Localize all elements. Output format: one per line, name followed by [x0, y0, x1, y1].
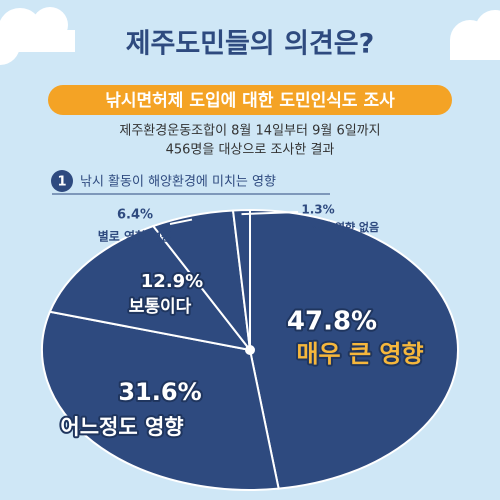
pie-slice — [249, 208, 459, 490]
category-label: 매우 큰 영향 — [296, 340, 423, 368]
banner-text: 낚시면허제 도입에 대한 도민인식도 조사 — [105, 91, 395, 111]
value-label: 12.9% — [141, 271, 203, 292]
category-label: 어느정도 영향 — [60, 415, 183, 439]
section-badge — [51, 170, 73, 192]
labels: 47.8% 매우 큰 영향 31.6% 어느정도 영향 12.9% 보통이다 6.4% 별로 … — [58, 203, 425, 442]
value-label: 6.4% — [117, 208, 153, 223]
value-label: 1.3% — [301, 203, 334, 217]
pie-slice — [231, 208, 251, 351]
value-label: 47.8% — [287, 307, 377, 337]
banner — [48, 85, 452, 115]
pie-center — [245, 345, 255, 355]
subtitle: 456명을 대상으로 조사한 결과 — [166, 143, 335, 158]
value-label: 31.6% — [118, 378, 201, 406]
title: 제주도민들의 의견은? — [126, 29, 375, 60]
pie-slice — [41, 310, 280, 491]
section-number: 1 — [57, 175, 66, 190]
leader-line — [169, 218, 193, 225]
pie-slice — [48, 224, 253, 352]
category-label: 보통이다 — [129, 297, 192, 317]
pie — [41, 208, 459, 491]
leader-line — [241, 211, 299, 216]
category-label: 별로 영향 없음 — [98, 229, 173, 244]
section-title: 낚시 활동이 해양환경에 미치는 영향 — [80, 175, 276, 190]
category-label: 전혀 영향 없음 — [311, 220, 379, 234]
clouds — [0, 7, 500, 65]
subtitle: 제주환경운동조합이 8월 14일부터 9월 6일까지 — [119, 124, 380, 139]
